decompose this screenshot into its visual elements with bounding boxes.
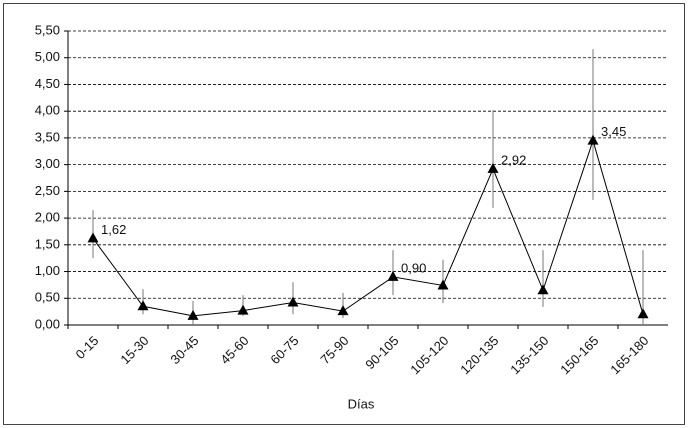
- x-tick-label: 15-30: [117, 333, 151, 367]
- y-tick-label: 5,50: [35, 22, 60, 37]
- marker: [187, 309, 199, 320]
- x-tick-label: 120-135: [457, 333, 501, 377]
- marker: [337, 305, 349, 316]
- value-label: 3,45: [601, 124, 626, 139]
- y-tick-label: 4,00: [35, 103, 60, 118]
- y-tick-label: 0,50: [35, 290, 60, 305]
- x-tick-label: 60-75: [267, 333, 301, 367]
- x-tick-label: 150-165: [557, 333, 601, 377]
- data-line: [92, 138, 644, 317]
- marker: [137, 300, 149, 311]
- x-tick-label: 75-90: [317, 333, 351, 367]
- value-label: 0,90: [401, 260, 426, 275]
- x-tick-label: 135-150: [507, 333, 551, 377]
- y-tick-label: 4,50: [35, 76, 60, 91]
- y-tick-label: 1,00: [35, 263, 60, 278]
- y-tick-label: 3,00: [35, 156, 60, 171]
- marker: [87, 232, 99, 243]
- marker: [287, 296, 299, 307]
- frame: [3, 3, 685, 425]
- marker: [387, 270, 399, 281]
- x-tick-label: 90-105: [362, 333, 401, 372]
- marker: [487, 162, 499, 173]
- x-tick-label: 45-60: [217, 333, 251, 367]
- marker: [237, 304, 249, 315]
- x-tick-label: 165-180: [607, 333, 651, 377]
- marker: [537, 284, 549, 295]
- y-tick-label: 3,50: [35, 129, 60, 144]
- y-tick-label: 0,00: [35, 316, 60, 331]
- value-label: 2,92: [501, 152, 526, 167]
- value-label: 1,62: [101, 222, 126, 237]
- y-tick-label: 1,50: [35, 236, 60, 251]
- y-tick-label: 2,00: [35, 210, 60, 225]
- x-tick-label: 30-45: [167, 333, 201, 367]
- x-axis-label: Días: [348, 396, 375, 411]
- marker: [587, 134, 599, 145]
- x-tick-label: 105-120: [407, 333, 451, 377]
- marker: [437, 279, 449, 290]
- x-tick-label: 0-15: [73, 333, 102, 362]
- y-tick-label: 5,00: [35, 49, 60, 64]
- y-tick-label: 2,50: [35, 183, 60, 198]
- marker: [637, 308, 649, 319]
